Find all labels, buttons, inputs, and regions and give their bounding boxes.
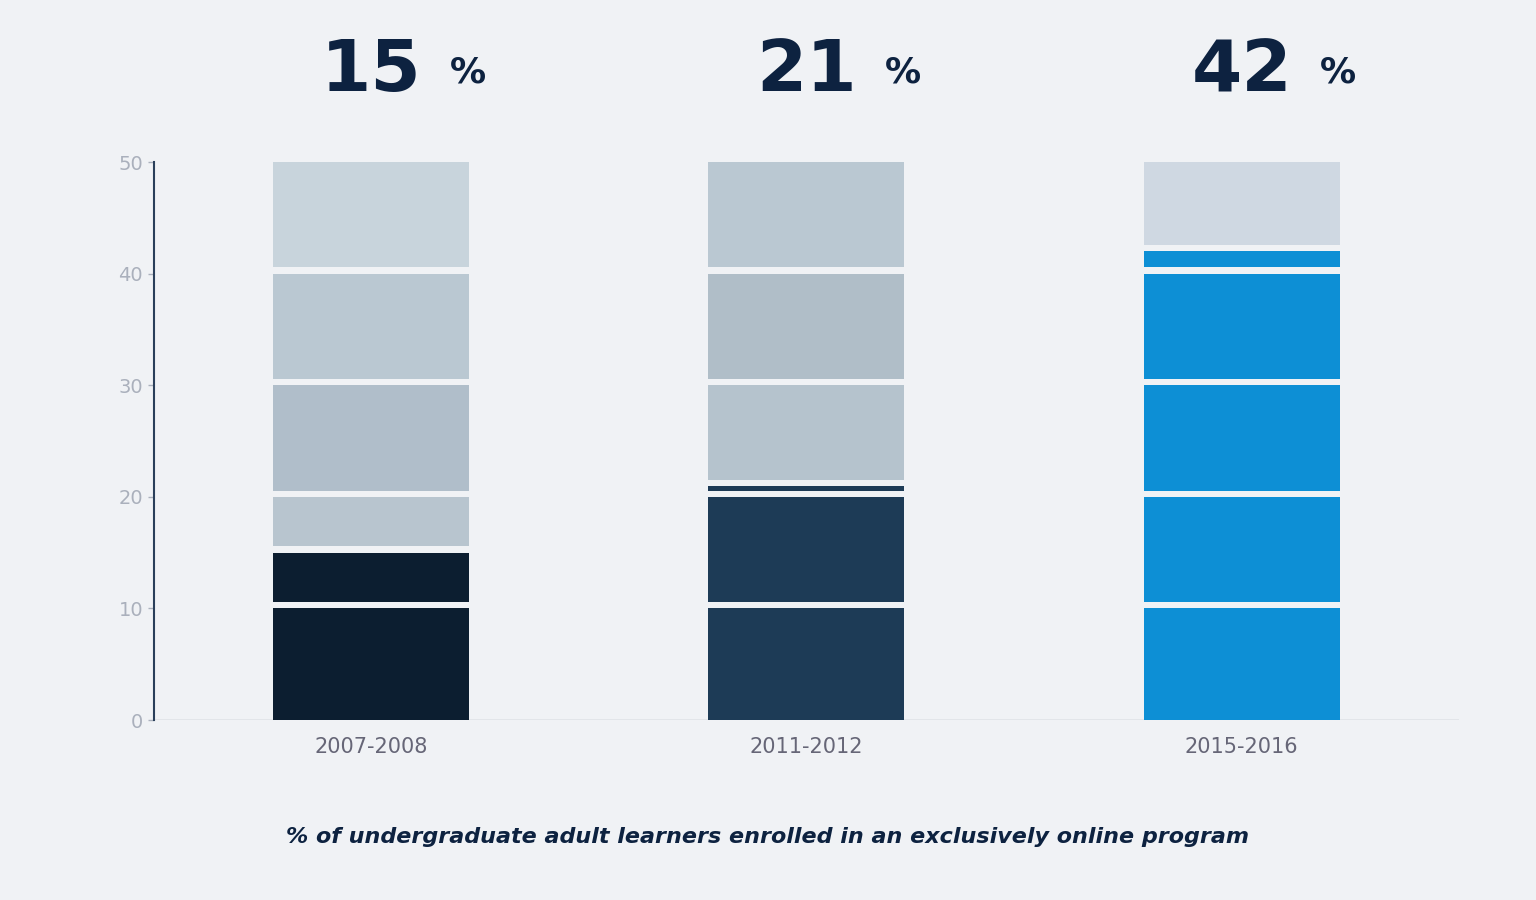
- Text: % of undergraduate adult learners enrolled in an exclusively online program: % of undergraduate adult learners enroll…: [287, 827, 1249, 847]
- Text: 42: 42: [1192, 37, 1292, 106]
- Text: 15: 15: [321, 37, 421, 106]
- Bar: [1144, 497, 1339, 602]
- Bar: [708, 486, 905, 491]
- Bar: [273, 608, 468, 720]
- Bar: [273, 162, 468, 267]
- Bar: [273, 385, 468, 490]
- Bar: [1144, 385, 1339, 490]
- Bar: [708, 497, 905, 602]
- Bar: [1144, 274, 1339, 379]
- Bar: [708, 385, 905, 480]
- Bar: [273, 274, 468, 379]
- Bar: [1144, 251, 1339, 267]
- Text: %: %: [885, 56, 922, 89]
- Text: 21: 21: [756, 37, 857, 106]
- Text: %: %: [1319, 56, 1356, 89]
- Bar: [273, 497, 468, 546]
- Bar: [708, 162, 905, 267]
- Bar: [273, 553, 468, 602]
- Bar: [708, 274, 905, 379]
- Bar: [1144, 162, 1339, 245]
- Bar: [1144, 608, 1339, 720]
- Bar: [708, 608, 905, 720]
- Text: %: %: [450, 56, 485, 89]
